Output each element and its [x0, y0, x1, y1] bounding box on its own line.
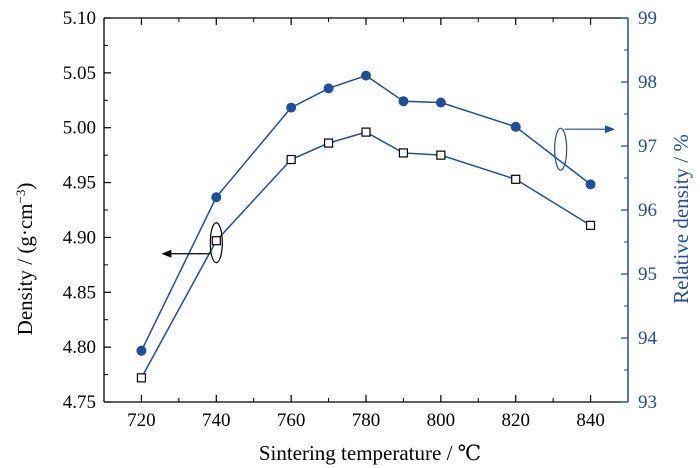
data-point-circle — [361, 70, 371, 81]
data-point-circle — [136, 345, 147, 356]
data-point-square — [211, 236, 221, 246]
y-axis-left-title: Density / (g·cm−3) — [13, 183, 37, 336]
x-tick-label: 820 — [501, 410, 530, 431]
data-point-square — [136, 373, 147, 383]
data-point-square — [398, 148, 409, 158]
x-axis-title: Sintering temperature / ℃ — [259, 441, 481, 465]
y-axis-left-title-base: Density / (g·cm — [13, 204, 37, 336]
data-point-square — [511, 174, 521, 184]
y-axis-left-title-end: ) — [13, 183, 37, 190]
data-point-square — [436, 150, 446, 160]
y-left-tick-label: 4.95 — [63, 173, 96, 194]
series-layer — [136, 70, 596, 383]
x-tick-label: 720 — [127, 410, 156, 431]
y-left-tick-label: 5.05 — [63, 63, 96, 84]
data-point-square — [361, 127, 371, 137]
data-point-circle — [398, 96, 409, 107]
y-left-tick-label: 4.85 — [63, 282, 96, 303]
x-axis: 720 740 760 780 800 820 840 — [127, 18, 605, 431]
series-line-left — [140, 131, 591, 379]
data-point-circle — [510, 121, 521, 132]
series-line-right — [140, 74, 592, 352]
y-axis-right: 93 94 95 96 97 98 99 — [621, 8, 658, 413]
y-left-tick-label: 4.90 — [63, 227, 96, 248]
x-tick-label: 740 — [202, 410, 231, 431]
left-axis-indicator-arrowhead — [161, 249, 172, 258]
right-axis-indicator-arrowhead — [605, 125, 616, 134]
right-axis-indicator-ellipse — [554, 127, 568, 171]
x-tick-label: 800 — [427, 410, 456, 431]
y-right-tick-label: 99 — [638, 8, 657, 29]
y-right-tick-label: 98 — [638, 72, 657, 93]
y-axis-left-title-sup: −3 — [13, 190, 28, 204]
y-right-tick-label: 95 — [638, 264, 657, 285]
y-left-tick-label: 4.80 — [63, 337, 96, 358]
annotations — [161, 125, 616, 264]
data-point-circle — [211, 192, 222, 203]
data-point-circle — [585, 179, 596, 190]
data-point-square — [286, 154, 296, 165]
x-tick-label: 840 — [576, 410, 605, 431]
y-left-tick-label: 5.00 — [63, 118, 96, 139]
x-tick-label: 780 — [352, 410, 381, 431]
data-point-circle — [286, 102, 297, 113]
data-point-circle — [323, 83, 334, 94]
y-right-tick-label: 94 — [638, 328, 658, 349]
y-right-tick-label: 97 — [638, 136, 657, 157]
y-left-tick-label: 4.75 — [63, 392, 96, 413]
data-point-circle — [435, 97, 446, 108]
left-axis-indicator-ellipse — [209, 222, 223, 264]
x-tick-label: 760 — [277, 410, 306, 431]
y-left-tick-label: 5.10 — [63, 8, 96, 29]
y-right-tick-label: 93 — [638, 392, 657, 413]
data-point-square — [323, 138, 334, 148]
data-point-square — [585, 220, 596, 230]
y-axis-right-title: Relative density / % — [669, 134, 693, 304]
y-axis-left: 4.75 4.80 4.85 4.90 4.95 5.00 5.05 5.10 — [63, 8, 111, 413]
y-right-tick-label: 96 — [638, 200, 657, 221]
